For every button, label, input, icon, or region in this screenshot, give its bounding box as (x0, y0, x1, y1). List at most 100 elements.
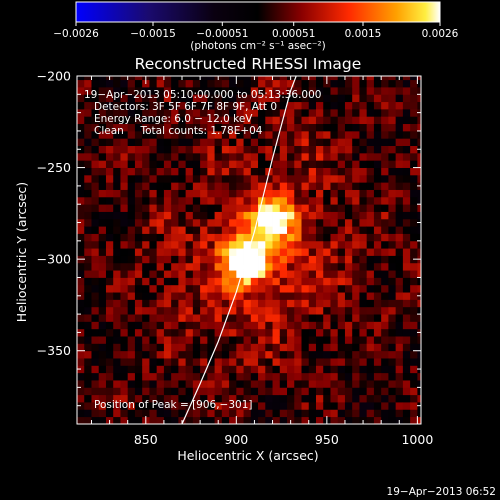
heatmap-pixel (395, 204, 404, 212)
heatmap-pixel (120, 358, 129, 366)
heatmap-pixel (185, 248, 194, 256)
heatmap-pixel (373, 145, 382, 154)
heatmap-pixel (178, 218, 187, 227)
heatmap-pixel (279, 211, 288, 220)
annotation-energy-range: Energy Range: 6.0 − 12.0 keV (94, 113, 253, 125)
heatmap-pixel (149, 182, 158, 190)
heatmap-pixel (265, 211, 273, 220)
heatmap-pixel (279, 138, 288, 146)
heatmap-pixel (330, 380, 339, 388)
heatmap-pixel (388, 277, 397, 286)
heatmap-pixel (77, 270, 85, 278)
heatmap-pixel (105, 402, 114, 410)
heatmap-pixel (410, 262, 418, 271)
heatmap-pixel (98, 174, 107, 183)
heatmap-pixel (294, 160, 302, 168)
heatmap-pixel (243, 130, 252, 139)
heatmap-pixel (120, 167, 129, 176)
heatmap-pixel (98, 138, 107, 146)
heatmap-pixel (301, 86, 310, 95)
colorbar-tick-label: 0.00051 (272, 28, 315, 40)
heatmap-pixel (395, 189, 404, 198)
heatmap-pixel (381, 174, 389, 183)
heatmap-pixel (214, 402, 223, 410)
heatmap-pixel (127, 218, 136, 227)
heatmap-pixel (178, 248, 187, 256)
heatmap-pixel (287, 240, 295, 249)
heatmap-pixel (258, 86, 266, 95)
heatmap-pixel (156, 387, 165, 396)
heatmap-pixel (417, 416, 421, 424)
heatmap-pixel (127, 394, 136, 403)
heatmap-pixel (185, 402, 194, 410)
heatmap-pixel (185, 409, 194, 418)
heatmap-pixel (214, 79, 223, 88)
heatmap-pixel (229, 138, 237, 146)
heatmap-pixel (156, 138, 165, 146)
heatmap-pixel (315, 108, 324, 117)
heatmap-pixel (287, 402, 295, 410)
heatmap-pixel (344, 372, 353, 381)
heatmap-pixel (287, 343, 295, 352)
heatmap-pixel (236, 409, 244, 418)
heatmap-pixel (279, 402, 288, 410)
heatmap-pixel (120, 226, 129, 234)
heatmap-pixel (134, 394, 143, 403)
heatmap-pixel (77, 94, 85, 103)
heatmap-pixel (221, 255, 230, 264)
heatmap-pixel (236, 211, 244, 220)
heatmap-pixel (77, 416, 85, 424)
heatmap-pixel (149, 336, 158, 344)
heatmap-pixel (402, 123, 411, 132)
heatmap-pixel (91, 284, 100, 293)
heatmap-pixel (344, 299, 353, 308)
heatmap-pixel (258, 358, 266, 366)
heatmap-pixel (315, 152, 324, 161)
heatmap-pixel (84, 402, 92, 410)
colorbar-tick-label: −0.0015 (130, 28, 176, 40)
heatmap-pixel (84, 218, 92, 227)
heatmap-pixel (388, 416, 397, 424)
heatmap-pixel (236, 358, 244, 366)
heatmap-pixel (221, 211, 230, 220)
heatmap-pixel (352, 204, 360, 212)
heatmap-pixel (127, 174, 136, 183)
heatmap-pixel (236, 130, 244, 139)
heatmap-pixel (127, 167, 136, 176)
heatmap-pixel (410, 336, 418, 344)
colorbar-gradient (75, 1, 441, 23)
heatmap-pixel (113, 365, 121, 374)
heatmap-pixel (272, 262, 281, 271)
heatmap-pixel (315, 211, 324, 220)
heatmap-pixel (279, 108, 288, 117)
heatmap-pixel (134, 328, 143, 337)
heatmap-pixel (308, 218, 317, 227)
heatmap-pixel (178, 94, 187, 103)
heatmap-pixel (366, 211, 375, 220)
heatmap-pixel (352, 343, 360, 352)
heatmap-pixel (287, 123, 295, 132)
heatmap-pixel (410, 218, 418, 227)
heatmap-pixel (279, 380, 288, 388)
heatmap-pixel (373, 306, 382, 315)
heatmap-pixel (221, 86, 230, 95)
heatmap-pixel (113, 138, 121, 146)
heatmap-pixel (192, 138, 201, 146)
heatmap-pixel (410, 328, 418, 337)
heatmap-pixel (77, 86, 85, 95)
heatmap-pixel (163, 409, 172, 418)
heatmap-pixel (265, 182, 273, 190)
heatmap-pixel (373, 409, 382, 418)
peak-position-label: Position of Peak = [906,−301] (94, 399, 253, 411)
heatmap-pixel (113, 306, 121, 315)
heatmap-pixel (330, 394, 339, 403)
heatmap-pixel (214, 189, 223, 198)
heatmap-pixel (229, 409, 237, 418)
heatmap-pixel (373, 402, 382, 410)
heatmap-pixel (207, 409, 215, 418)
heatmap-pixel (388, 76, 397, 81)
heatmap-pixel (91, 182, 100, 190)
heatmap-pixel (105, 284, 114, 293)
heatmap-pixel (171, 394, 179, 403)
heatmap-pixel (127, 152, 136, 161)
